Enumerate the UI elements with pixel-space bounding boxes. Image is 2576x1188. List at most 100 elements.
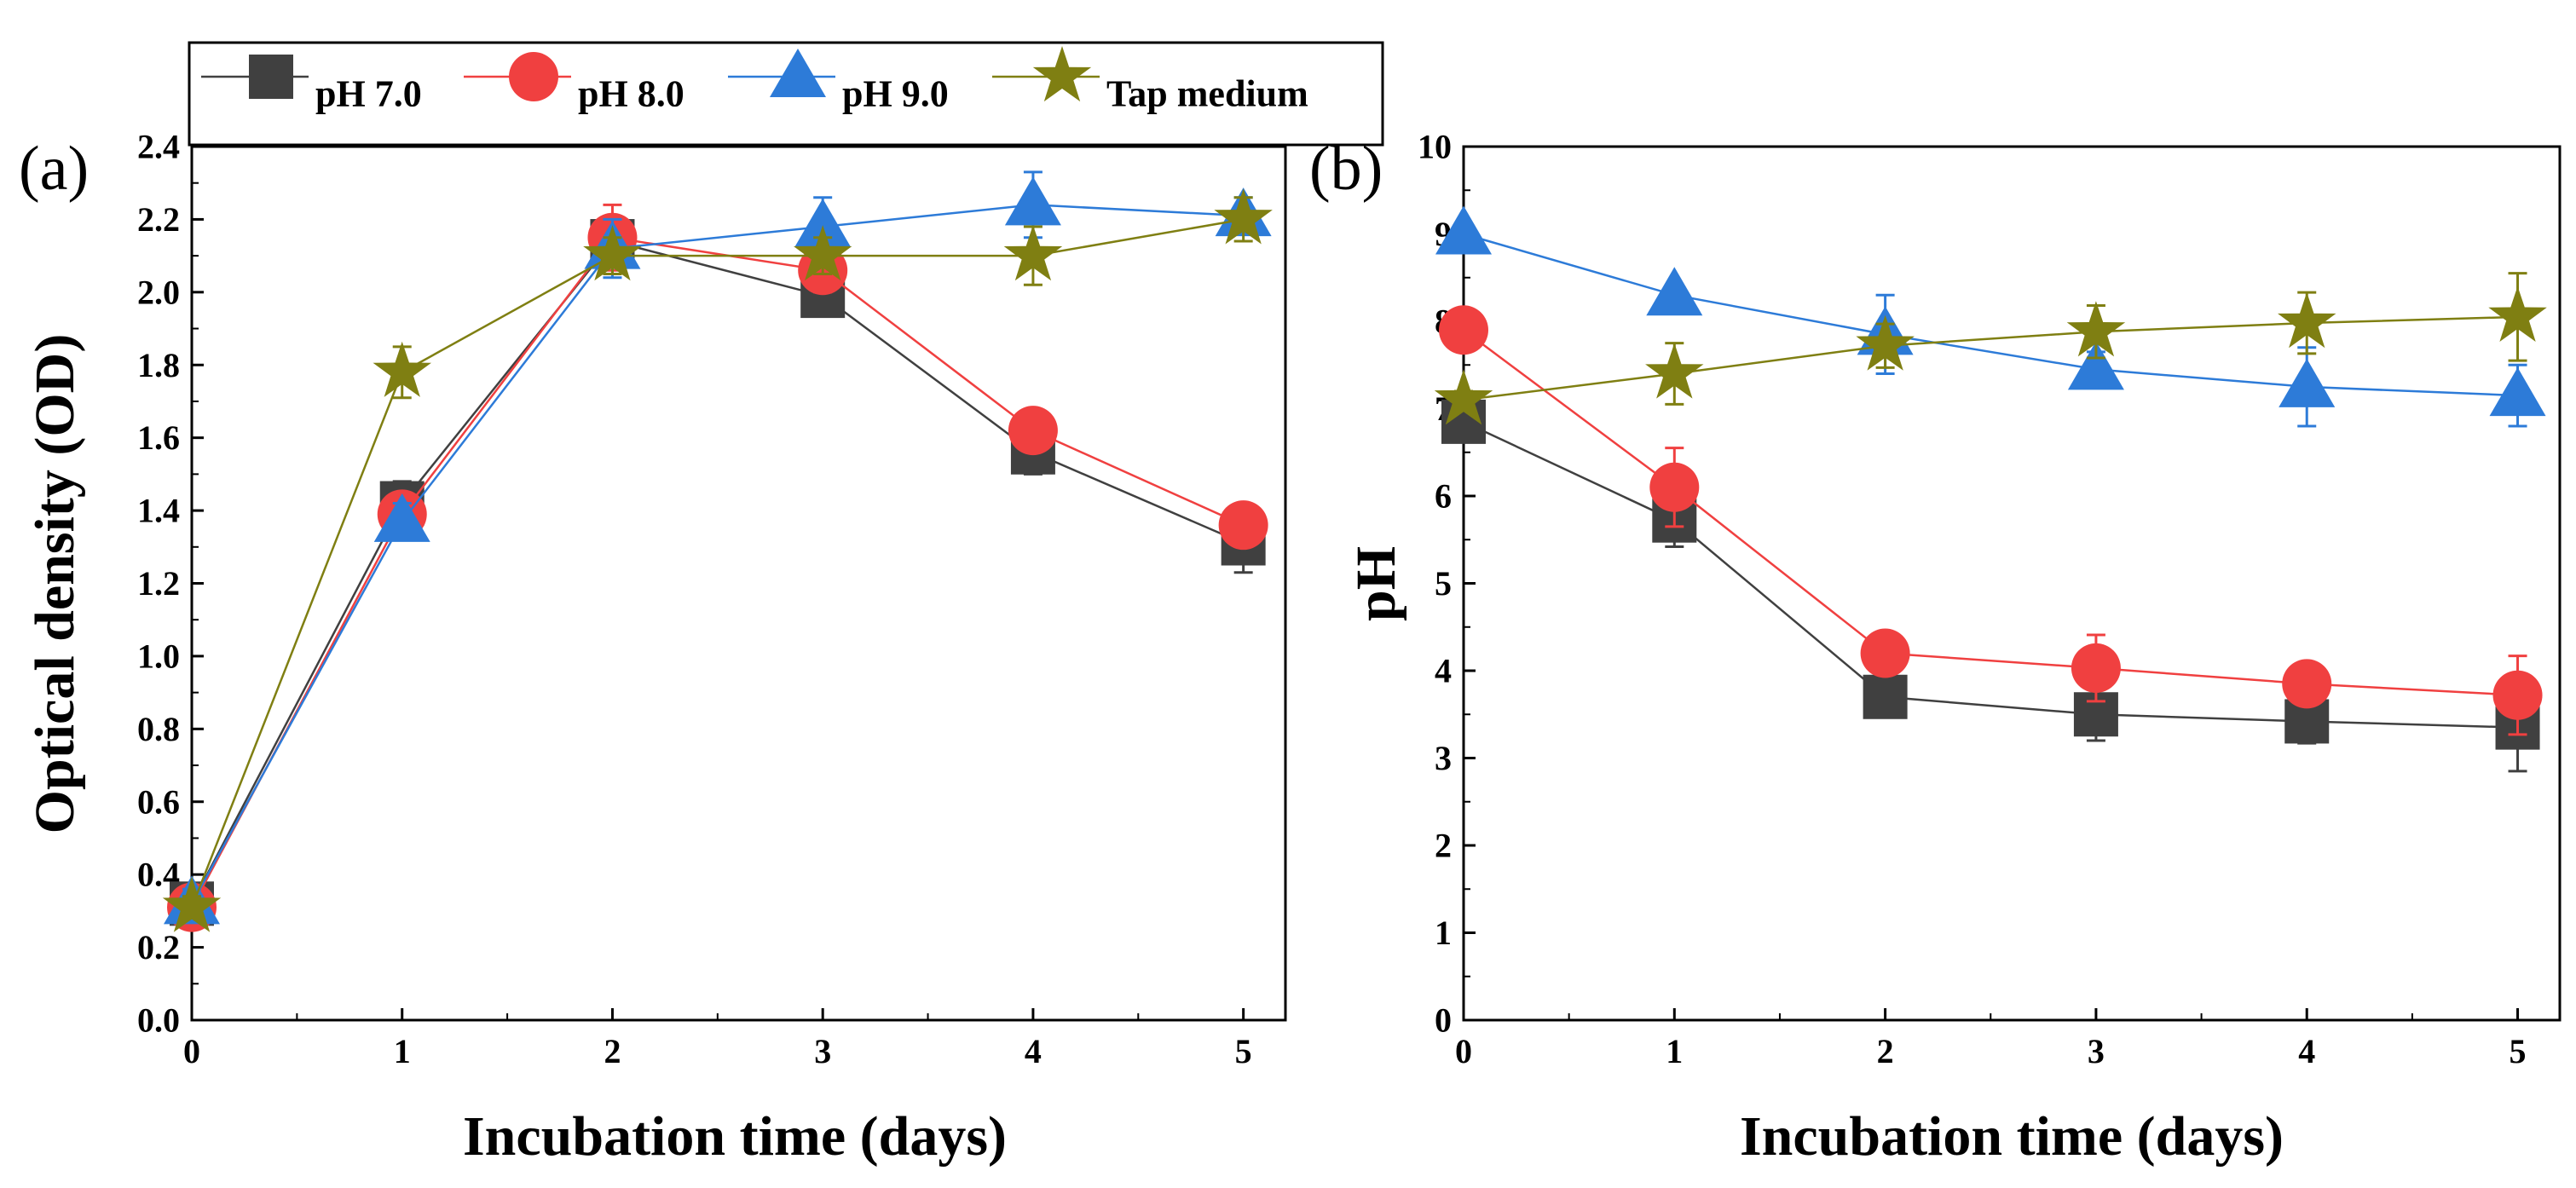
series-line bbox=[190, 236, 1245, 908]
panel-b-x-tick-label: 2 bbox=[1877, 1032, 1894, 1070]
panel-a-axes-frame bbox=[190, 145, 1287, 1022]
data-point bbox=[2066, 301, 2126, 357]
panel-b-y-tick-label: 5 bbox=[1435, 564, 1452, 603]
data-point bbox=[1439, 305, 1488, 355]
data-point bbox=[1856, 314, 1915, 371]
data-point bbox=[1860, 628, 1910, 678]
panel-a-x-tick-label: 0 bbox=[183, 1032, 200, 1070]
panel-a-x-tick-label: 2 bbox=[604, 1032, 621, 1070]
data-point bbox=[373, 493, 430, 542]
data-point bbox=[794, 225, 852, 281]
data-point bbox=[1003, 225, 1063, 281]
data-point bbox=[1649, 462, 1700, 512]
data-point bbox=[794, 198, 852, 247]
data-point bbox=[1004, 176, 1061, 226]
legend: pH 7.0 pH 8.0 pH 9.0 Tap medium bbox=[188, 41, 1384, 147]
panel-b-x-tick-label: 5 bbox=[2510, 1032, 2527, 1070]
data-point bbox=[2067, 341, 2124, 390]
data-point bbox=[2282, 659, 2332, 709]
data-point bbox=[2492, 670, 2543, 720]
panel-b-x-tick-label: 1 bbox=[1666, 1032, 1683, 1070]
series-line bbox=[1463, 329, 2518, 696]
panel-b-x-axis-title: Incubation time (days) bbox=[1740, 1105, 2284, 1168]
panel-a-y-tick-label: 0.0 bbox=[137, 1001, 180, 1040]
panel-a-x-tick-label: 5 bbox=[1235, 1032, 1252, 1070]
panel-b-plot-area: 012345012345678910 bbox=[1418, 128, 2562, 1070]
panel-a-series-ph-8-0 bbox=[167, 203, 1268, 932]
panel-b-y-tick-label: 2 bbox=[1435, 827, 1452, 865]
panel-b-label: (b) bbox=[1309, 134, 1383, 204]
panel-a-y-tick-label: 1.6 bbox=[137, 418, 180, 457]
panel-b-y-axis-title: pH bbox=[1345, 546, 1407, 621]
panel-b-y-tick-label: 4 bbox=[1435, 652, 1452, 690]
data-point bbox=[1214, 188, 1273, 245]
panel-a-y-axis-title: Optical density (OD) bbox=[24, 334, 86, 834]
data-point bbox=[2071, 643, 2121, 693]
series-line bbox=[1463, 420, 2518, 729]
panel-a-label: (a) bbox=[19, 134, 89, 204]
series-line bbox=[190, 204, 1244, 904]
panel-b-x-tick-label: 0 bbox=[1455, 1032, 1472, 1070]
data-point bbox=[2488, 285, 2547, 342]
panel-a-y-tick-label: 1.8 bbox=[137, 346, 180, 384]
panel-a-y-tick-label: 2.4 bbox=[137, 128, 180, 166]
legend-label-tap: Tap medium bbox=[1106, 73, 1308, 115]
panel-a-plot-area: 0 1 2 3 4 50.00.20.40.60.81.01.21.41.61.82.02… bbox=[137, 128, 1287, 1070]
panel-b-series-tap-medium bbox=[1434, 272, 2547, 425]
data-point bbox=[1435, 205, 1492, 255]
panel-a-y-tick-label: 1.2 bbox=[137, 564, 180, 603]
panel-a-y-tick-label: 0.2 bbox=[137, 928, 180, 966]
panel-a-x-tick-label: 4 bbox=[1025, 1032, 1042, 1070]
panel-b-series-ph-9-0 bbox=[1435, 205, 2546, 428]
panel-b-y-tick-label: 3 bbox=[1435, 739, 1452, 777]
panel-b-axes-frame bbox=[1462, 145, 2562, 1022]
data-point bbox=[162, 876, 222, 932]
series-line bbox=[1463, 233, 2518, 397]
panel-a-y-tick-label: 0.8 bbox=[137, 710, 180, 748]
panel-b-y-tick-label: 6 bbox=[1435, 477, 1452, 516]
legend-marker-0 bbox=[249, 55, 293, 99]
series-line bbox=[190, 218, 1244, 908]
data-point bbox=[583, 225, 642, 281]
panel-a: (a) Optical density (OD) Incubation time… bbox=[19, 128, 1287, 1168]
panel-a-series-ph-7-0 bbox=[170, 217, 1266, 926]
panel-a-x-tick-label: 1 bbox=[394, 1032, 411, 1070]
panel-a-series-tap-medium bbox=[162, 188, 1273, 932]
panel-a-x-tick-label: 3 bbox=[814, 1032, 831, 1070]
legend-marker-2 bbox=[770, 49, 826, 97]
panel-b: (b) pH Incubation time (days) 0 1 2 3 4 5 0 1 2 3… bbox=[1309, 128, 2562, 1168]
data-point bbox=[2489, 367, 2546, 417]
panel-a-y-tick-label: 1.4 bbox=[137, 492, 180, 530]
legend-label-ph9: pH 9.0 bbox=[842, 73, 949, 115]
legend-label-ph7: pH 7.0 bbox=[315, 73, 422, 115]
panel-b-y-tick-label: 10 bbox=[1418, 128, 1452, 166]
data-point bbox=[2278, 292, 2336, 349]
panel-b-series-ph-8-0 bbox=[1439, 305, 2543, 736]
data-point bbox=[1008, 406, 1058, 456]
data-point bbox=[1646, 267, 1703, 316]
data-point bbox=[1434, 369, 1493, 425]
panel-a-y-tick-label: 2.2 bbox=[137, 200, 180, 239]
legend-frame bbox=[188, 41, 1384, 147]
data-point bbox=[1645, 343, 1704, 399]
panel-a-y-tick-label: 2.0 bbox=[137, 273, 180, 311]
panel-a-x-axis-title: Incubation time (days) bbox=[463, 1105, 1007, 1168]
data-point bbox=[373, 341, 431, 397]
panel-a-series-ph-9-0 bbox=[164, 170, 1272, 925]
panel-b-x-tick-label: 4 bbox=[2298, 1032, 2315, 1070]
series-line bbox=[190, 239, 1245, 904]
panel-b-y-tick-label: 0 bbox=[1435, 1001, 1452, 1040]
legend-label-ph8: pH 8.0 bbox=[578, 73, 684, 115]
legend-marker-1 bbox=[509, 52, 558, 101]
panel-a-y-tick-label: 1.0 bbox=[137, 637, 180, 675]
panel-b-y-tick-label: 1 bbox=[1435, 914, 1452, 952]
data-point bbox=[2279, 358, 2336, 407]
panel-b-x-tick-label: 3 bbox=[2088, 1032, 2105, 1070]
series-line bbox=[1463, 315, 2518, 401]
data-point bbox=[1218, 500, 1268, 551]
legend-marker-3 bbox=[1032, 46, 1092, 102]
panel-a-y-tick-label: 0.6 bbox=[137, 782, 180, 821]
data-point bbox=[1863, 674, 1908, 719]
panel-b-series-ph-7-0 bbox=[1441, 399, 2540, 773]
